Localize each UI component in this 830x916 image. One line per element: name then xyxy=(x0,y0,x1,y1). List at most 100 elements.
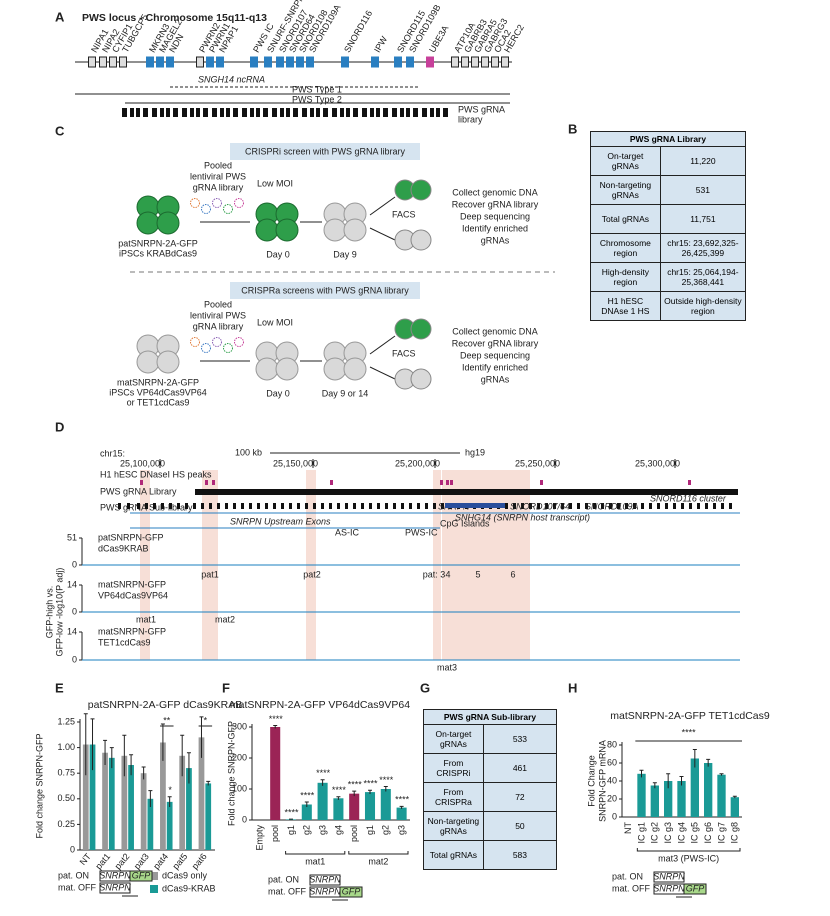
gene-box xyxy=(481,56,489,68)
x-tick-label: IC g6 xyxy=(703,822,713,844)
y-tick-label: 0 xyxy=(70,844,75,854)
x-tick-label: IC g1 xyxy=(636,822,646,844)
bar xyxy=(396,807,407,820)
gene-box xyxy=(406,56,414,68)
arrow xyxy=(369,335,396,355)
x-tick-label: pat3 xyxy=(132,851,151,871)
library-tick xyxy=(160,108,164,117)
sublibrary-tick xyxy=(289,503,292,509)
step-text: Collect genomic DNA xyxy=(452,187,538,197)
table-header: PWS gRNA Library xyxy=(590,131,746,147)
sublibrary-tick xyxy=(417,503,420,509)
bar xyxy=(704,763,713,817)
cell xyxy=(323,218,347,242)
gene-box xyxy=(99,56,107,68)
group-label: mat2 xyxy=(368,856,388,866)
coord-label: 25,300,000 xyxy=(635,458,680,468)
gene-box xyxy=(491,56,499,68)
track-name: matSNRPN-GFP xyxy=(98,626,166,636)
sub-library-table: PWS gRNA Sub-library On-target gRNAs 533 Fr… xyxy=(423,709,558,870)
table-cell: Total gRNAs xyxy=(423,840,484,870)
feature-label: SNORD107/64 xyxy=(510,501,570,511)
table-cell: From CRISPRi xyxy=(423,753,484,783)
x-tick-label: pool xyxy=(349,825,359,842)
error-bar xyxy=(129,754,134,776)
significance: **** xyxy=(379,775,394,785)
bar xyxy=(650,785,659,817)
sublibrary-tick xyxy=(657,503,660,509)
gene-label: SNRPN xyxy=(99,882,131,892)
gene-box xyxy=(99,882,131,894)
sublibrary-tick xyxy=(697,503,700,509)
table-cell: 533 xyxy=(482,724,558,754)
panel-letter: E xyxy=(55,680,64,695)
gene-label: SNRPN xyxy=(309,874,341,884)
gene-box xyxy=(309,874,341,886)
track-name: TET1cdCas9 xyxy=(98,637,151,647)
moi-label: Low MOI xyxy=(257,317,293,327)
library-tick xyxy=(286,108,290,117)
peak-label: 6 xyxy=(510,569,515,579)
legend-swatch xyxy=(150,872,158,880)
allele-label: pat. ON xyxy=(612,871,643,881)
y-tick-label: 0.75 xyxy=(57,768,75,778)
library-tick xyxy=(400,108,404,117)
gene-label: IPW xyxy=(372,34,389,54)
sublibrary-tick xyxy=(409,503,412,509)
table-cell: H1 hESC DNAse 1 HS xyxy=(590,291,661,321)
error-bar xyxy=(122,734,127,777)
table-cell: 72 xyxy=(482,782,558,812)
library-table: PWS gRNA Library On-target gRNAs 11,220 Non… xyxy=(590,131,747,321)
virus xyxy=(234,198,244,208)
library-tick xyxy=(212,108,217,117)
x-tick-label: g2 xyxy=(302,825,312,835)
virus xyxy=(201,204,211,214)
screen-title: CRISPRi screen with PWS gRNA library xyxy=(245,146,406,156)
error-bar xyxy=(141,766,146,780)
bar xyxy=(179,755,186,850)
library-label: PWS gRNA xyxy=(458,104,505,114)
x-tick-label: IC g3 xyxy=(663,822,673,844)
cell xyxy=(275,218,299,242)
library-tick xyxy=(302,108,307,117)
y-axis-label: SNRPN-GFP mRNA xyxy=(597,740,607,822)
cell xyxy=(255,218,279,242)
sublibrary-tick xyxy=(641,503,644,509)
library-tick xyxy=(242,108,247,117)
dnase-peak xyxy=(688,480,691,485)
table-cell: On-target gRNAs xyxy=(423,724,484,754)
library-tick xyxy=(196,108,200,117)
sublibrary-tick xyxy=(127,503,130,509)
y-tick-label: 40 xyxy=(607,775,617,785)
sublibrary-tick xyxy=(153,503,156,509)
library-tick xyxy=(220,108,224,117)
gene-box xyxy=(306,56,314,68)
sublibrary-tick xyxy=(593,503,596,509)
library-text: gRNA library xyxy=(193,321,244,331)
sublibrary-tick xyxy=(329,503,332,509)
sublibrary-tick xyxy=(529,503,532,509)
y-tick-label: 100 xyxy=(232,783,247,793)
y-tick-label: 1.00 xyxy=(57,742,75,752)
sublibrary-tick xyxy=(665,503,668,509)
y-tick-label: 20 xyxy=(607,793,617,803)
cell xyxy=(275,357,299,381)
x-tick-label: pat5 xyxy=(170,851,189,871)
gene-label: SNRPN xyxy=(653,883,685,893)
library-tick xyxy=(340,108,344,117)
arrow xyxy=(369,196,396,216)
dnase-peak xyxy=(205,480,208,485)
table-header: PWS gRNA Sub-library xyxy=(423,709,557,725)
cell xyxy=(410,368,432,390)
error-bar xyxy=(289,818,293,820)
reporter-box xyxy=(129,870,153,882)
sublibrary-tick xyxy=(705,503,708,509)
sublibrary-tick xyxy=(161,503,164,509)
cell xyxy=(255,357,279,381)
day-label: Day 0 xyxy=(266,388,290,398)
panel-letter: B xyxy=(568,121,577,136)
bar xyxy=(198,737,205,850)
table-cell: Outside high-density region xyxy=(659,291,747,321)
error-bar xyxy=(180,734,185,777)
y-tick-label: 300 xyxy=(232,721,247,731)
